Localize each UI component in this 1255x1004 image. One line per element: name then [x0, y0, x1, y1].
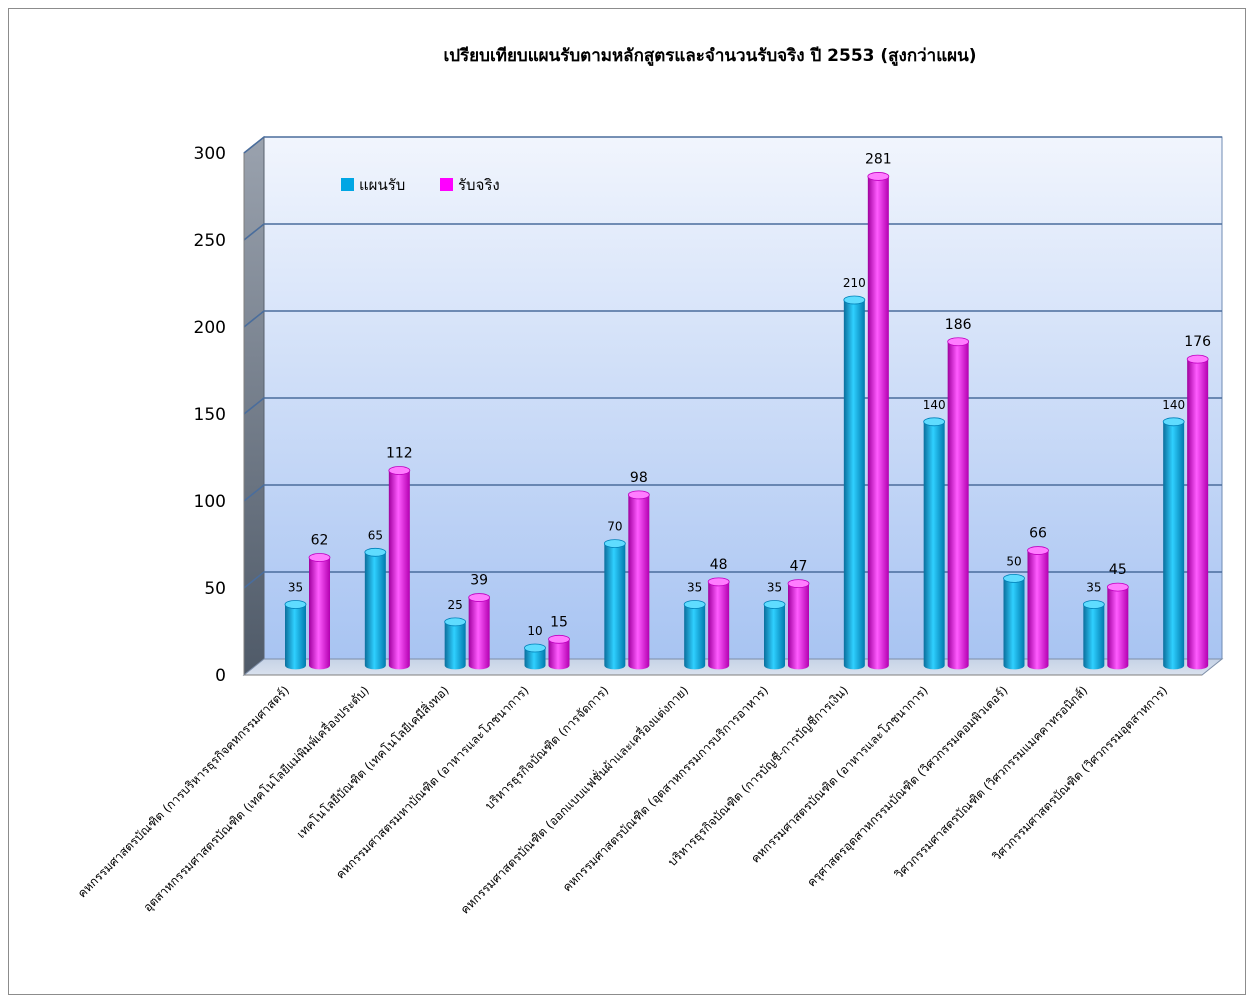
data-label: 176 — [1184, 334, 1211, 350]
data-label: 10 — [527, 624, 542, 638]
bar-actual-top — [1027, 546, 1049, 555]
bar-plan — [285, 604, 306, 670]
bar-actual-top — [787, 579, 810, 589]
bar-plan — [604, 543, 626, 670]
bar-plan-top — [444, 617, 467, 627]
chart-title: เปรียบเทียบแผนรับตามหลักสูตรและจำนวนรับจ… — [443, 46, 977, 66]
data-label: 35 — [1086, 581, 1101, 595]
gridline — [243, 223, 1222, 241]
bar-actual — [628, 494, 650, 670]
data-label: 62 — [311, 533, 329, 549]
bar-actual-top — [627, 490, 650, 500]
bar-plan — [1003, 578, 1025, 670]
bar-plan — [1083, 604, 1105, 670]
data-label: 25 — [448, 598, 463, 612]
y-tick-label: 200 — [194, 318, 226, 338]
gridline — [243, 484, 1222, 502]
data-label: 140 — [923, 398, 946, 412]
bar-actual — [947, 341, 969, 670]
legend-swatch — [341, 178, 354, 191]
data-label: 112 — [386, 446, 413, 462]
bar-plan — [524, 648, 546, 670]
data-label: 281 — [865, 151, 892, 167]
bar-actual-top — [1186, 354, 1209, 364]
bar-actual — [309, 557, 330, 670]
data-label: 70 — [607, 520, 622, 534]
data-label: 66 — [1029, 526, 1047, 542]
bar-plan-top — [524, 643, 546, 653]
bar-plan-top — [1003, 574, 1025, 583]
bar-actual — [388, 470, 410, 670]
gridline — [243, 310, 1222, 328]
data-label: 140 — [1162, 398, 1185, 412]
bar-actual — [548, 639, 570, 670]
y-tick-label: 0 — [215, 666, 226, 686]
bar-plan — [684, 604, 706, 670]
bar-actual — [708, 581, 730, 670]
bar-plan-top — [763, 600, 786, 609]
y-tick-label: 50 — [204, 579, 226, 599]
bar-plan-top — [1162, 417, 1185, 427]
bar-actual — [1187, 359, 1209, 670]
x-category-label: คหกรรมศาสตรบัณฑิต (อาหารและโภชนาการ) — [748, 683, 930, 865]
bar-actual — [468, 597, 490, 670]
x-category-label: เทคโนโลยีบัณฑิต (เทคโนโลยีเคมีสิ่งทอ) — [293, 682, 452, 841]
data-label: 65 — [368, 528, 383, 542]
bar-actual-top — [867, 172, 890, 181]
data-label: 45 — [1109, 562, 1127, 578]
bar-plan-top — [364, 547, 387, 557]
data-label: 48 — [710, 557, 728, 573]
bar-plan-top — [843, 295, 866, 305]
bar-actual-top — [468, 593, 491, 602]
bar-actual-top — [707, 577, 730, 587]
data-label: 98 — [630, 470, 648, 486]
data-label: 35 — [288, 581, 303, 595]
data-label: 35 — [767, 581, 782, 595]
legend-swatch — [440, 178, 453, 191]
bar-actual-top — [548, 634, 570, 644]
data-label: 15 — [550, 614, 568, 630]
bar-actual-top — [1106, 582, 1129, 592]
data-label: 47 — [790, 559, 808, 575]
bar-plan-top — [683, 600, 706, 609]
bar-actual — [1107, 587, 1129, 670]
legend-label: แผนรับ — [359, 176, 405, 194]
y-tick-label: 300 — [194, 144, 226, 164]
y-tick-label: 250 — [194, 231, 226, 251]
bar-plan-top — [1082, 600, 1105, 609]
data-label: 186 — [945, 317, 972, 333]
data-label: 50 — [1006, 554, 1021, 568]
bar-plan-top — [603, 539, 626, 548]
x-category-label: บริหารธุรกิจบัณฑิต (การบัญชี-การบัญชีการ… — [665, 683, 851, 869]
legend-label: รับจริง — [458, 176, 500, 194]
bar-plan — [364, 552, 386, 670]
data-label: 35 — [687, 581, 702, 595]
bar-plan — [764, 604, 785, 670]
bar-actual-top — [308, 553, 331, 562]
y-tick-label: 100 — [194, 492, 226, 512]
gridline — [243, 571, 1222, 589]
bar-plan — [1163, 421, 1185, 670]
bar-actual — [867, 176, 889, 670]
x-category-label: วิศวกรรมศาสตรบัณฑิต (วิศวกรรมอุตสาหการ) — [989, 683, 1170, 864]
bar-plan-top — [923, 417, 946, 427]
y-tick-label: 150 — [194, 405, 226, 425]
bar-plan — [923, 421, 945, 670]
bar-actual-top — [947, 337, 970, 347]
gridline — [243, 136, 1222, 154]
bar-actual — [1027, 550, 1049, 670]
bar-plan — [444, 621, 466, 670]
data-label: 210 — [843, 276, 866, 290]
bar-plan-top — [284, 600, 307, 609]
bar-actual-top — [388, 466, 411, 475]
bar-plan — [843, 300, 865, 670]
data-label: 39 — [470, 573, 488, 589]
gridline — [243, 397, 1222, 415]
bar-actual — [788, 583, 809, 670]
